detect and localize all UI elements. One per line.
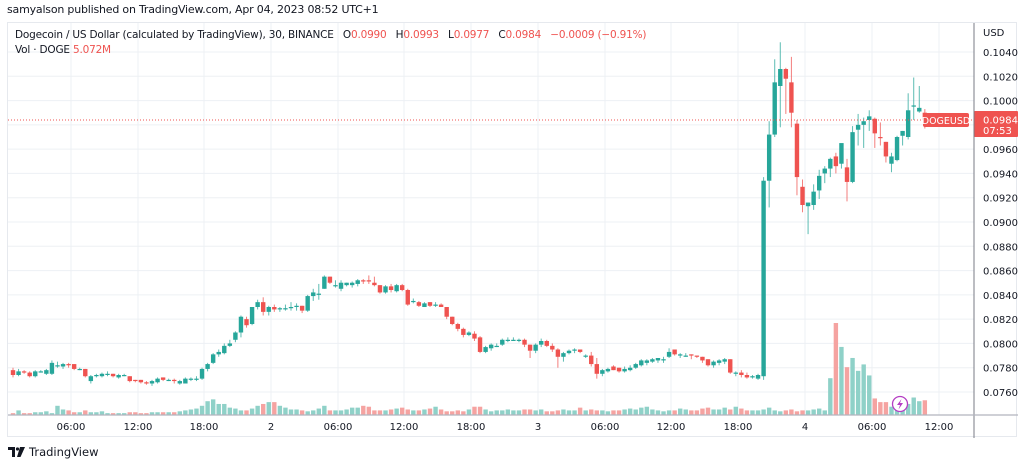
price-axis-label: 0.0840	[983, 291, 1018, 302]
price-axis-label: 0.0960	[983, 145, 1018, 156]
currency-label: USD	[983, 28, 1005, 39]
legend-volume-row: Vol · DOGE 5.072M	[15, 43, 646, 58]
tradingview-brand[interactable]: TradingView	[8, 445, 98, 459]
time-axis-label: 12:00	[124, 422, 153, 433]
time-axis-label: 06:00	[57, 422, 86, 433]
price-axis-label: 0.0880	[983, 242, 1018, 253]
svg-text:07:53: 07:53	[983, 126, 1012, 137]
legend-symbol-row: Dogecoin / US Dollar (calculated by Trad…	[15, 28, 646, 43]
legend-change: −0.0009 (−0.91%)	[550, 29, 647, 41]
time-axis-label: 06:00	[591, 422, 620, 433]
price-axis-label: 0.0860	[983, 267, 1018, 278]
legend-close-label: C	[498, 29, 506, 41]
time-axis-label: 18:00	[190, 422, 219, 433]
time-axis-label: 06:00	[858, 422, 887, 433]
volume-bars	[10, 323, 928, 415]
legend-open-label: O	[342, 29, 351, 41]
svg-text:0.0984: 0.0984	[983, 116, 1018, 127]
time-axis-label: 18:00	[724, 422, 753, 433]
legend-close-value: 0.0984	[505, 29, 542, 41]
symbol-price-tag: DOGEUSD	[922, 113, 970, 128]
publish-line: samyalson published on TradingView.com, …	[7, 3, 379, 16]
chart-frame[interactable]: DOGEUSD 0.0984 07:53 0.1040 0.1020 0.1000 0.0…	[7, 22, 1018, 438]
tradingview-brand-label: TradingView	[29, 445, 99, 459]
price-axis-label: 0.0940	[983, 169, 1018, 180]
price-axis-label: 0.0760	[983, 388, 1018, 399]
svg-text:DOGEUSD: DOGEUSD	[922, 116, 970, 127]
legend-low-value: 0.0977	[453, 29, 490, 41]
legend-open-value: 0.0990	[350, 29, 387, 41]
price-axis-label: 0.1040	[983, 48, 1018, 59]
legend-volume-value: 5.072M	[72, 44, 111, 56]
price-axis-label: 0.1020	[983, 72, 1018, 83]
candles	[10, 42, 928, 386]
price-axis-label: 0.0820	[983, 315, 1018, 326]
price-axis-label: 0.1000	[983, 97, 1018, 108]
time-axis-label: 2	[268, 422, 274, 433]
price-axis-label: 0.0900	[983, 218, 1018, 229]
chart-legend: Dogecoin / US Dollar (calculated by Trad…	[15, 28, 646, 58]
price-axis-label: 0.0800	[983, 339, 1018, 350]
time-axis-label: 06:00	[324, 422, 353, 433]
legend-high-value: 0.0993	[403, 29, 439, 41]
time-axis-label: 12:00	[390, 422, 419, 433]
axes: 0.1040 0.1020 0.1000 0.0960 0.0940 0.0920 0.09…	[8, 23, 1018, 438]
time-axis-label: 4	[802, 422, 808, 433]
legend-symbol: Dogecoin / US Dollar (calculated by Trad…	[15, 29, 334, 41]
price-axis-label: 0.0920	[983, 194, 1018, 205]
price-axis-label: 0.0780	[983, 364, 1018, 375]
time-axis-label: 3	[535, 422, 541, 433]
legend-volume-label: Vol · DOGE	[15, 44, 70, 56]
time-axis-label: 12:00	[925, 422, 954, 433]
legend-low-label: L	[448, 29, 454, 41]
tradingview-logo-icon	[8, 447, 25, 457]
time-axis-label: 18:00	[457, 422, 486, 433]
time-axis-label: 12:00	[657, 422, 686, 433]
legend-high-label: H	[395, 29, 404, 41]
lightning-event-icon[interactable]	[891, 395, 909, 413]
grid	[8, 23, 974, 415]
